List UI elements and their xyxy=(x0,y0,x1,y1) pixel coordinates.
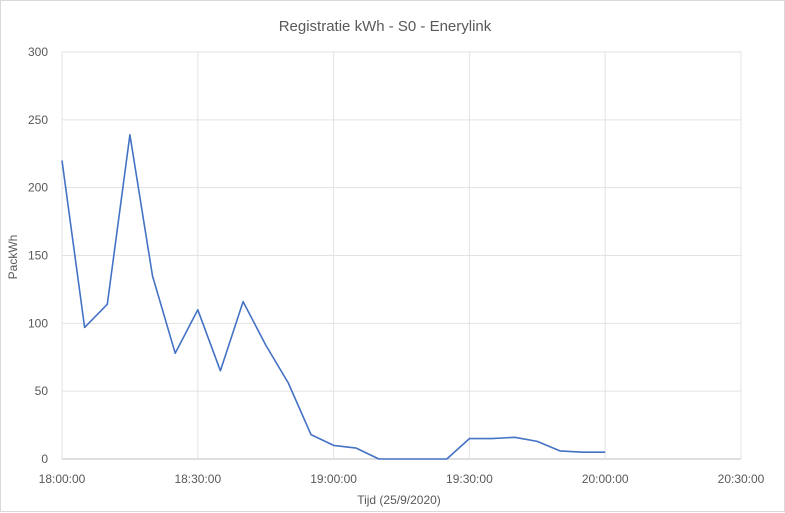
data-point xyxy=(559,450,561,452)
data-point xyxy=(581,451,583,453)
data-point xyxy=(491,437,493,439)
data-point xyxy=(83,326,85,328)
gridlines xyxy=(61,51,742,460)
y-tick-label: 0 xyxy=(41,452,48,466)
data-point xyxy=(151,275,153,277)
x-axis-title: Tijd (25/9/2020) xyxy=(357,493,441,507)
data-point xyxy=(604,451,606,453)
y-tick-label: 100 xyxy=(28,316,48,330)
data-point xyxy=(287,382,289,384)
x-tick-label: 18:30:00 xyxy=(174,472,221,486)
data-point xyxy=(61,159,63,161)
x-tick-label: 19:00:00 xyxy=(310,472,357,486)
x-tick-label: 20:00:00 xyxy=(582,472,629,486)
data-point xyxy=(332,444,334,446)
data-point xyxy=(174,352,176,354)
data-point xyxy=(219,370,221,372)
data-point xyxy=(423,458,425,460)
data-point xyxy=(197,309,199,311)
y-tick-label: 150 xyxy=(28,249,48,263)
x-tick-label: 18:00:00 xyxy=(39,472,86,486)
data-point xyxy=(378,458,380,460)
x-tick-label: 19:30:00 xyxy=(446,472,493,486)
tick-labels: 0 50 100 150 200 250 300 18:00:00 18:30:00 19:00:… xyxy=(28,45,765,486)
data-point xyxy=(129,134,131,136)
y-tick-label: 50 xyxy=(35,384,49,398)
series-line xyxy=(61,134,606,460)
data-point xyxy=(355,447,357,449)
y-tick-label: 300 xyxy=(28,45,48,59)
y-tick-label: 250 xyxy=(28,113,48,127)
data-point xyxy=(106,303,108,305)
data-point xyxy=(310,433,312,435)
data-point xyxy=(446,458,448,460)
series-layer xyxy=(61,134,606,460)
data-point xyxy=(242,300,244,302)
data-point xyxy=(513,436,515,438)
x-tick-label: 20:30:00 xyxy=(718,472,765,486)
data-point xyxy=(536,440,538,442)
data-point xyxy=(400,458,402,460)
data-point xyxy=(265,344,267,346)
y-axis-title: PackWh xyxy=(6,235,20,280)
chart-title: Registratie kWh - S0 - Enerylink xyxy=(279,18,492,35)
y-tick-label: 200 xyxy=(28,181,48,195)
data-point xyxy=(468,437,470,439)
